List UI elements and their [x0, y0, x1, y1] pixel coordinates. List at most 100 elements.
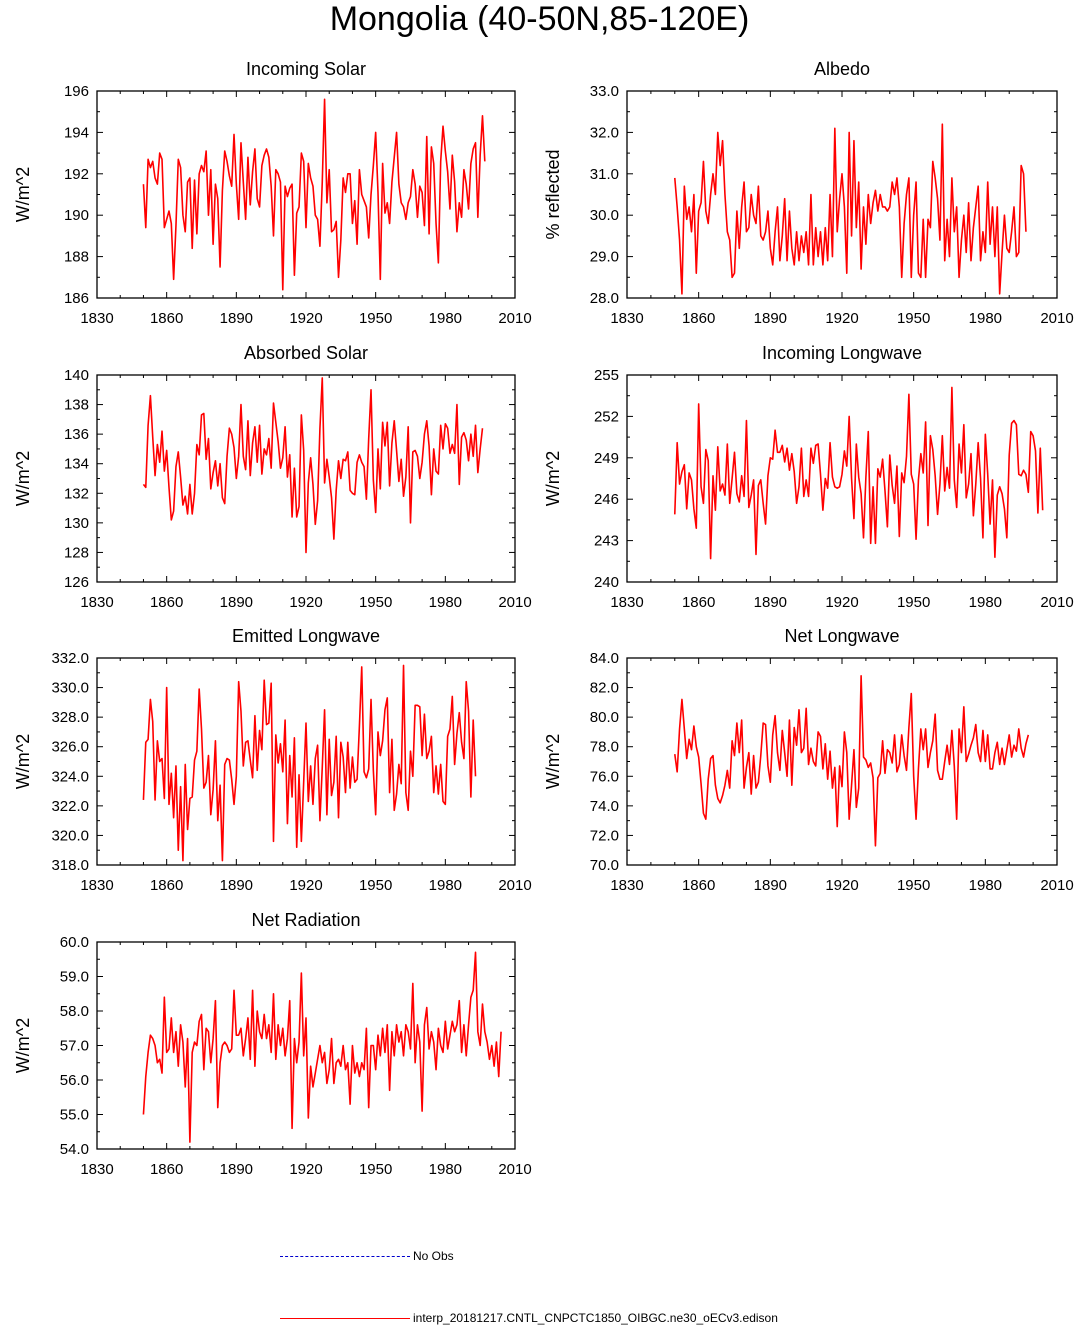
- panel-3-ytick-label: 128: [64, 544, 89, 561]
- panel-2-xtick-label: 1830: [610, 310, 643, 327]
- panel-5-xtick-label: 2010: [498, 877, 531, 894]
- panel-3-series-line: [142, 377, 484, 554]
- panel-7-title: Net Radiation: [251, 910, 360, 930]
- panel-2: 1830 1860 1890 1920 1950 1980 2010 28.0 29.0 30.0…: [543, 59, 1074, 327]
- panel-7-xtick-label: 1920: [289, 1161, 322, 1178]
- legend-entry-model: interp_20181217.CNTL_CNPCTC1850_OIBGC.ne…: [280, 1308, 980, 1330]
- panel-2-series-line: [673, 123, 1027, 295]
- panel-2-ytick-label: 33.0: [590, 83, 619, 100]
- panel-1-xtick-label: 2010: [498, 310, 531, 327]
- panel-2-xtick-label: 1950: [897, 310, 930, 327]
- panel-1-ytick-label: 192: [64, 166, 89, 183]
- panel-7-ytick-label: 60.0: [60, 934, 89, 951]
- panel-5-xtick-label: 1980: [429, 877, 462, 894]
- panel-1-xtick-label: 1830: [80, 310, 113, 327]
- panel-4-xtick-label: 1980: [969, 594, 1002, 611]
- panel-2-ytick-label: 32.0: [590, 124, 619, 141]
- panel-5-ytick-label: 326.0: [51, 739, 89, 756]
- panel-4-xtick-label: 1890: [754, 594, 787, 611]
- panel-7-ylabel: W/m^2: [13, 1018, 33, 1073]
- panel-2-xtick-label: 2010: [1040, 310, 1073, 327]
- panel-1-xtick-label: 1920: [289, 310, 322, 327]
- panel-6-xtick-label: 1980: [969, 877, 1002, 894]
- legend-entry-obs: No Obs: [280, 1246, 540, 1268]
- panel-7-xtick-label: 2010: [498, 1161, 531, 1178]
- panel-4-ytick-label: 240: [594, 574, 619, 591]
- panel-3-ytick-label: 130: [64, 515, 89, 532]
- panel-5-ytick-label: 332.0: [51, 650, 89, 667]
- panel-7-xtick-label: 1830: [80, 1161, 113, 1178]
- panel-2-xtick-label: 1860: [682, 310, 715, 327]
- panel-4-xtick-label: 2010: [1040, 594, 1073, 611]
- panel-3-xtick-label: 1830: [80, 594, 113, 611]
- panel-4-series-line: [673, 386, 1044, 560]
- panel-1-ytick-label: 186: [64, 290, 89, 307]
- panel-2-frame: [626, 90, 1058, 299]
- panel-6-ytick-label: 76.0: [590, 768, 619, 785]
- panel-3-title: Absorbed Solar: [244, 343, 368, 363]
- panel-3-ylabel: W/m^2: [13, 451, 33, 506]
- panel-3-xtick-label: 1980: [429, 594, 462, 611]
- panel-2-xtick-label: 1890: [754, 310, 787, 327]
- panel-6-xtick-label: 2010: [1040, 877, 1073, 894]
- panel-4-ylabel: W/m^2: [543, 451, 563, 506]
- panel-3-ytick-label: 134: [64, 456, 89, 473]
- panel-5-xtick-label: 1830: [80, 877, 113, 894]
- panel-7-xtick-label: 1890: [220, 1161, 253, 1178]
- panel-5: 1830 1860 1890 1920 1950 1980 2010 318.0 320.0 32…: [13, 626, 532, 894]
- panel-3-xtick-label: 1890: [220, 594, 253, 611]
- panel-4-xtick-label: 1920: [825, 594, 858, 611]
- panel-3-ytick-label: 126: [64, 574, 89, 591]
- panel-4-ytick-label: 243: [594, 533, 619, 550]
- panel-5-series-line: [142, 664, 477, 862]
- panel-5-ytick-label: 320.0: [51, 827, 89, 844]
- panel-6-xtick-label: 1920: [825, 877, 858, 894]
- panel-4-xtick-label: 1830: [610, 594, 643, 611]
- panel-1: 1830 1860 1890 1920 1950 1980 2010 186 188 190 192…: [13, 59, 532, 327]
- panel-3-ytick-label: 132: [64, 485, 89, 502]
- panel-4-ytick-label: 246: [594, 491, 619, 508]
- panel-4: 1830 1860 1890 1920 1950 1980 2010 240 243 246 249…: [543, 343, 1074, 611]
- panel-3-xtick-label: 1860: [150, 594, 183, 611]
- panel-6: 1830 1860 1890 1920 1950 1980 2010 70.0 72.0 74.0…: [543, 626, 1074, 894]
- panel-5-ytick-label: 318.0: [51, 857, 89, 874]
- panel-3-xtick-label: 1950: [359, 594, 392, 611]
- panel-3-xtick-label: 1920: [289, 594, 322, 611]
- panel-6-xtick-label: 1950: [897, 877, 930, 894]
- panel-6-xtick-label: 1860: [682, 877, 715, 894]
- panel-2-ytick-label: 29.0: [590, 249, 619, 266]
- panel-1-xtick-label: 1890: [220, 310, 253, 327]
- panel-6-xtick-label: 1890: [754, 877, 787, 894]
- panel-2-ylabel: % reflected: [543, 149, 563, 239]
- panel-4-ytick-label: 249: [594, 450, 619, 467]
- panel-6-ytick-label: 82.0: [590, 680, 619, 697]
- panel-5-xtick-label: 1890: [220, 877, 253, 894]
- panel-5-ytick-label: 324.0: [51, 768, 89, 785]
- panel-5-ylabel: W/m^2: [13, 734, 33, 789]
- panel-2-ytick-label: 31.0: [590, 166, 619, 183]
- panel-6-ytick-label: 72.0: [590, 827, 619, 844]
- panel-5-ytick-label: 328.0: [51, 709, 89, 726]
- legend-obs-label: No Obs: [413, 1249, 454, 1263]
- panel-1-xtick-label: 1950: [359, 310, 392, 327]
- panel-5-title: Emitted Longwave: [232, 626, 380, 646]
- panel-1-xtick-label: 1860: [150, 310, 183, 327]
- panel-5-ytick-label: 330.0: [51, 680, 89, 697]
- panel-2-title: Albedo: [814, 59, 870, 79]
- legend-model-line: [280, 1318, 410, 1319]
- panel-6-ytick-label: 78.0: [590, 739, 619, 756]
- panel-2-xtick-label: 1920: [825, 310, 858, 327]
- panel-4-ytick-label: 252: [594, 408, 619, 425]
- panel-1-series-line: [142, 98, 486, 291]
- panel-1-ylabel: W/m^2: [13, 167, 33, 222]
- panel-5-xtick-label: 1860: [150, 877, 183, 894]
- panel-7-ytick-label: 59.0: [60, 969, 89, 986]
- panel-5-xtick-label: 1920: [289, 877, 322, 894]
- panel-3-ytick-label: 136: [64, 426, 89, 443]
- panel-6-ytick-label: 80.0: [590, 709, 619, 726]
- legend-obs-line: [280, 1256, 410, 1257]
- panel-1-ytick-label: 194: [64, 124, 89, 141]
- panel-7-xtick-label: 1980: [429, 1161, 462, 1178]
- legend-model-label: interp_20181217.CNTL_CNPCTC1850_OIBGC.ne…: [413, 1311, 778, 1325]
- panel-7-ytick-label: 58.0: [60, 1003, 89, 1020]
